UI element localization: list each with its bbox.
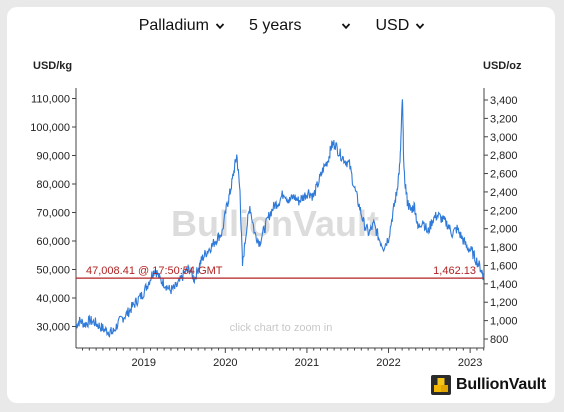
- zoom-hint: click chart to zoom in: [230, 322, 333, 334]
- right-tick-label: 3,400: [490, 95, 518, 107]
- x-tick-label: 2023: [458, 357, 482, 369]
- right-tick-label: 1,000: [490, 316, 518, 328]
- right-tick-label: 1,800: [490, 242, 518, 254]
- gold-bars-icon: [431, 375, 451, 395]
- left-tick-label: 50,000: [36, 265, 70, 277]
- right-tick-label: 3,200: [490, 113, 518, 125]
- right-tick-label: 1,400: [490, 279, 518, 291]
- brand-logo[interactable]: BullionVault: [430, 374, 546, 396]
- left-tick-label: 70,000: [36, 208, 70, 220]
- x-tick-label: 2019: [131, 357, 155, 369]
- right-tick-label: 1,600: [490, 260, 518, 272]
- right-tick-label: 2,000: [490, 224, 518, 236]
- currency-select[interactable]: USD: [369, 14, 432, 38]
- left-tick-label: 30,000: [36, 322, 70, 334]
- left-tick-label: 90,000: [36, 151, 70, 163]
- left-tick-label: 40,000: [36, 293, 70, 305]
- left-tick-label: 80,000: [36, 179, 70, 191]
- left-tick-label: 110,000: [31, 94, 70, 106]
- current-price-left-label: 47,008.41 @ 17:50:54 GMT: [86, 265, 223, 277]
- chevron-down-icon: [342, 23, 351, 30]
- watermark: BullionVault: [171, 203, 379, 244]
- selector-bar: Palladium 5 years USD: [0, 14, 564, 38]
- x-tick-label: 2021: [295, 357, 319, 369]
- right-tick-label: 2,600: [490, 169, 518, 181]
- chart-card: [7, 7, 555, 403]
- right-unit-label: USD/oz: [483, 60, 522, 72]
- currency-select-value: USD: [375, 17, 410, 34]
- x-tick-label: 2022: [376, 357, 400, 369]
- right-tick-label: 3,000: [490, 132, 518, 144]
- right-tick-label: 2,200: [490, 205, 518, 217]
- right-tick-label: 2,800: [490, 150, 518, 162]
- right-tick-label: 800: [490, 334, 508, 346]
- period-select[interactable]: 5 years: [243, 14, 358, 38]
- right-tick-label: 1,200: [490, 297, 518, 309]
- right-tick-label: 2,400: [490, 187, 518, 199]
- price-series-line: [75, 99, 485, 338]
- left-tick-label: 100,000: [30, 122, 70, 134]
- chevron-down-icon: [416, 23, 425, 30]
- metal-select-value: Palladium: [138, 17, 209, 34]
- left-unit-label: USD/kg: [33, 60, 73, 72]
- current-price-right-label: 1,462.13: [433, 265, 476, 277]
- left-tick-label: 60,000: [36, 236, 70, 248]
- brand-name: BullionVault: [456, 376, 547, 393]
- chevron-down-icon: [215, 23, 225, 30]
- x-tick-label: 2020: [213, 357, 237, 369]
- metal-select[interactable]: Palladium: [132, 14, 231, 38]
- period-select-value: 5 years: [249, 17, 302, 34]
